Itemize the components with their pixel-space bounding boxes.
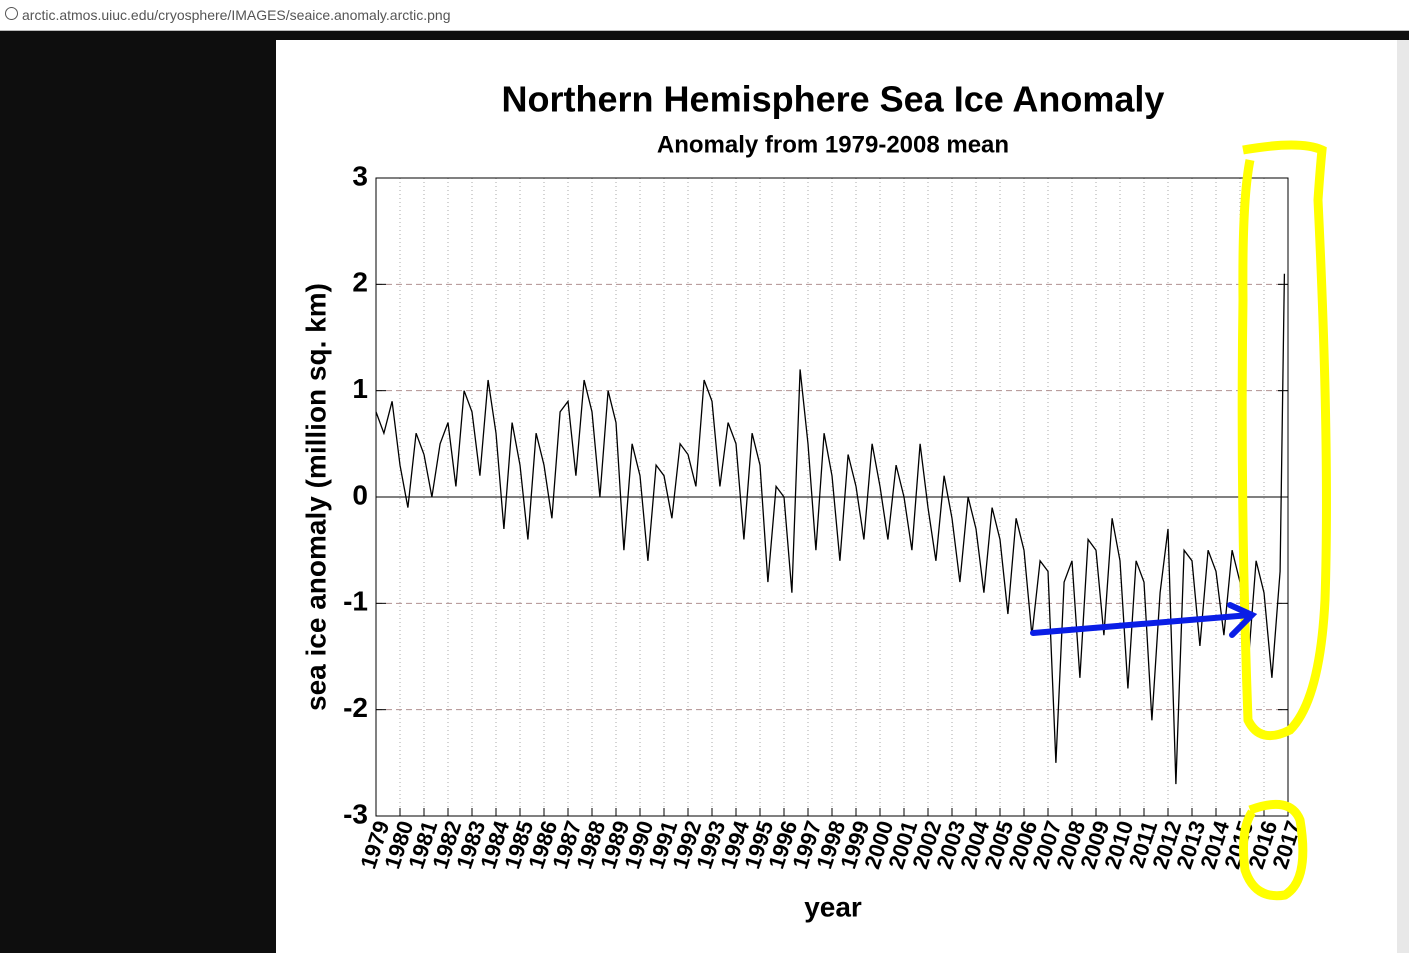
y-tick-label: 0 bbox=[352, 479, 368, 510]
x-axis-label: year bbox=[804, 891, 862, 922]
data-line bbox=[375, 273, 1286, 785]
chart-subtitle: Anomaly from 1979-2008 mean bbox=[657, 131, 1009, 158]
chart-title: Northern Hemisphere Sea Ice Anomaly bbox=[502, 79, 1165, 120]
y-tick-label: 3 bbox=[352, 160, 368, 191]
page-edge bbox=[1397, 40, 1409, 953]
y-axis-label: sea ice anomaly (million sq. km) bbox=[300, 283, 331, 711]
url[interactable]: arctic.atmos.uiuc.edu/cryosphere/IMAGES/… bbox=[22, 7, 451, 23]
y-tick-label: 1 bbox=[352, 373, 368, 404]
y-tick-label: 2 bbox=[352, 267, 368, 298]
info-icon[interactable] bbox=[5, 7, 18, 20]
y-tick-label: -1 bbox=[343, 586, 368, 617]
y-tick-label: -2 bbox=[343, 692, 368, 723]
address-bar: arctic.atmos.uiuc.edu/cryosphere/IMAGES/… bbox=[0, 0, 1409, 31]
y-tick-label: -3 bbox=[343, 798, 368, 829]
